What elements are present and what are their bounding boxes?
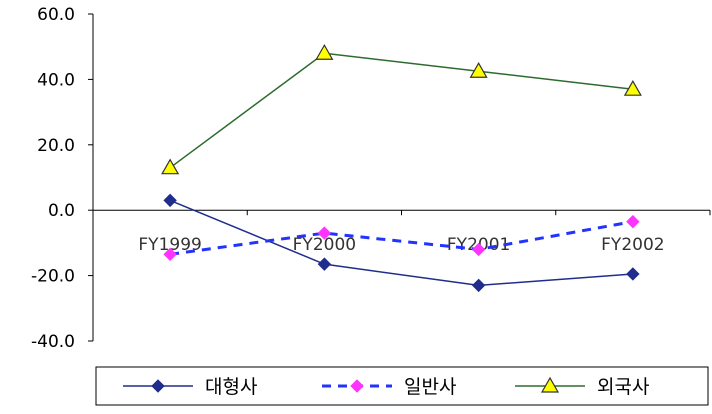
data-point: [161, 158, 180, 175]
series-line: [169, 52, 633, 169]
legend-item-3: 외국사: [515, 376, 649, 398]
data-point: [471, 278, 486, 293]
y-tick-label: 0.0: [48, 201, 75, 221]
data-point: [315, 44, 334, 60]
x-tick-label: FY2000: [293, 235, 356, 255]
data-point: [626, 267, 640, 281]
data-point: [163, 193, 177, 208]
series-line: [169, 220, 634, 256]
data-point: [469, 62, 488, 78]
series-group: [161, 44, 642, 293]
series-3: [161, 44, 642, 175]
y-tick-label: 40.0: [37, 70, 75, 90]
legend: 대형사 일반사 외국사: [95, 366, 709, 406]
x-tick-label: FY1999: [138, 235, 201, 255]
legend-item-2: 일반사: [322, 376, 456, 398]
y-tick-label: -40.0: [31, 332, 75, 352]
legend-label: 일반사: [404, 376, 456, 398]
data-point: [163, 247, 177, 262]
legend-item-1: 대형사: [123, 376, 257, 398]
legend-marker: [540, 376, 560, 393]
legend-box: [95, 366, 709, 406]
series-line: [169, 199, 633, 287]
x-tick-label: FY2002: [601, 235, 664, 255]
legend-marker: [350, 379, 364, 393]
legend-label: 외국사: [597, 376, 649, 398]
data-point: [471, 242, 486, 257]
data-point: [317, 257, 332, 271]
series-2: [163, 214, 640, 262]
y-tick-label: 60.0: [37, 5, 75, 25]
data-point: [626, 214, 640, 229]
y-tick-label: 20.0: [37, 136, 75, 156]
data-point: [623, 80, 642, 96]
y-tick-label: -20.0: [31, 267, 75, 287]
legend-marker: [151, 379, 165, 393]
data-point: [317, 226, 332, 240]
legend-label: 대형사: [205, 376, 257, 398]
axes: 60.0 40.0 20.0 0.0 -20.0 -40.0 FY1999 FY2000 FY2…: [31, 5, 711, 352]
series-1: [163, 193, 640, 293]
